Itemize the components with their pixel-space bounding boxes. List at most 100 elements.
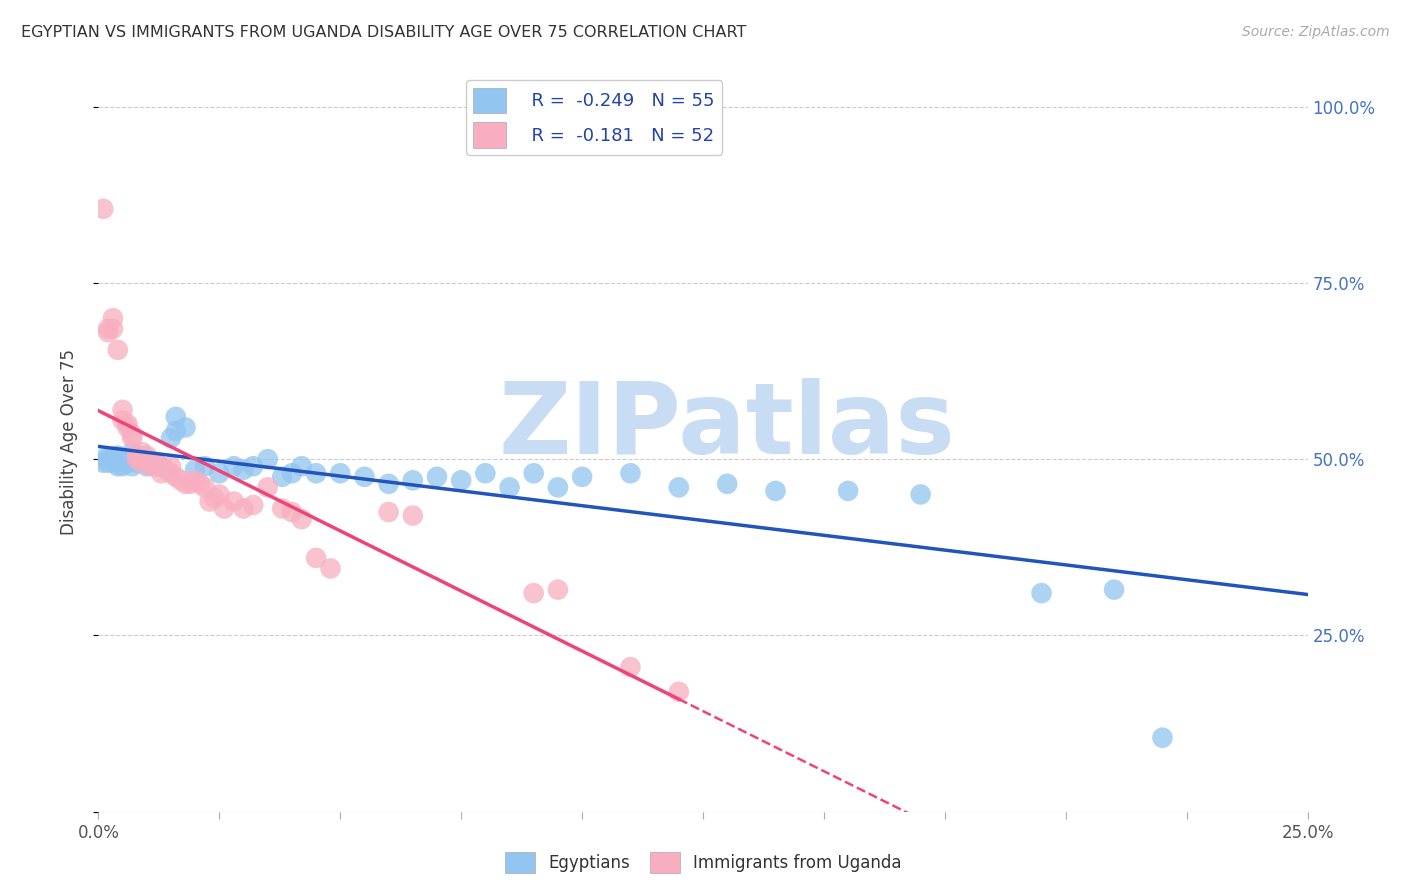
Point xyxy=(127,452,149,467)
Point xyxy=(101,322,124,336)
Point xyxy=(107,459,129,474)
Point xyxy=(160,431,183,445)
Point xyxy=(184,463,207,477)
Point xyxy=(353,470,375,484)
Point xyxy=(222,459,245,474)
Point xyxy=(271,470,294,484)
Point xyxy=(184,473,207,487)
Point xyxy=(127,456,149,470)
Point xyxy=(208,467,231,481)
Point xyxy=(117,420,139,434)
Point xyxy=(121,427,143,442)
Point xyxy=(716,476,738,491)
Point xyxy=(117,452,139,467)
Point xyxy=(174,420,197,434)
Point xyxy=(165,470,187,484)
Point xyxy=(141,456,163,470)
Point xyxy=(290,512,312,526)
Point xyxy=(402,508,425,523)
Point xyxy=(194,480,217,494)
Point xyxy=(232,501,254,516)
Point xyxy=(208,487,231,501)
Point xyxy=(117,417,139,431)
Point xyxy=(91,452,114,467)
Point xyxy=(212,501,235,516)
Point xyxy=(97,452,120,467)
Point xyxy=(1031,586,1053,600)
Point xyxy=(121,445,143,459)
Point xyxy=(111,413,134,427)
Point xyxy=(377,476,399,491)
Point xyxy=(150,459,173,474)
Text: Source: ZipAtlas.com: Source: ZipAtlas.com xyxy=(1241,25,1389,39)
Point xyxy=(256,452,278,467)
Point xyxy=(305,550,328,565)
Point xyxy=(256,480,278,494)
Point xyxy=(547,480,569,494)
Point xyxy=(305,467,328,481)
Point xyxy=(131,456,153,470)
Point xyxy=(160,467,183,481)
Point xyxy=(111,452,134,467)
Point xyxy=(765,483,787,498)
Point xyxy=(450,473,472,487)
Point xyxy=(426,470,449,484)
Point xyxy=(131,445,153,459)
Point xyxy=(165,424,187,438)
Point xyxy=(668,685,690,699)
Legend: Egyptians, Immigrants from Uganda: Egyptians, Immigrants from Uganda xyxy=(498,846,908,880)
Point xyxy=(97,456,120,470)
Point xyxy=(498,480,520,494)
Point xyxy=(145,456,167,470)
Point xyxy=(474,467,496,481)
Point xyxy=(402,473,425,487)
Point xyxy=(174,476,197,491)
Point xyxy=(131,456,153,470)
Point xyxy=(141,459,163,474)
Point xyxy=(198,494,221,508)
Point xyxy=(121,431,143,445)
Point xyxy=(910,487,932,501)
Point xyxy=(101,311,124,326)
Point xyxy=(169,473,191,487)
Point xyxy=(127,449,149,463)
Point xyxy=(91,456,114,470)
Point xyxy=(121,459,143,474)
Point xyxy=(155,463,177,477)
Point xyxy=(222,494,245,508)
Point xyxy=(165,409,187,424)
Text: ZIPatlas: ZIPatlas xyxy=(499,378,956,475)
Point xyxy=(111,459,134,474)
Point xyxy=(232,463,254,477)
Legend:   R =  -0.249   N = 55,   R =  -0.181   N = 52: R = -0.249 N = 55, R = -0.181 N = 52 xyxy=(467,80,723,155)
Point xyxy=(135,459,157,474)
Point xyxy=(101,456,124,470)
Point xyxy=(107,449,129,463)
Point xyxy=(97,322,120,336)
Point xyxy=(1102,582,1125,597)
Point xyxy=(204,491,226,505)
Point xyxy=(242,459,264,474)
Y-axis label: Disability Age Over 75: Disability Age Over 75 xyxy=(59,349,77,534)
Point xyxy=(145,459,167,474)
Point xyxy=(194,459,217,474)
Point xyxy=(135,449,157,463)
Point xyxy=(101,452,124,467)
Text: EGYPTIAN VS IMMIGRANTS FROM UGANDA DISABILITY AGE OVER 75 CORRELATION CHART: EGYPTIAN VS IMMIGRANTS FROM UGANDA DISAB… xyxy=(21,25,747,40)
Point xyxy=(179,476,201,491)
Point xyxy=(329,467,352,481)
Point xyxy=(271,501,294,516)
Point xyxy=(523,586,546,600)
Point xyxy=(97,325,120,339)
Point xyxy=(619,660,641,674)
Point xyxy=(188,476,211,491)
Point xyxy=(281,467,304,481)
Point xyxy=(547,582,569,597)
Point xyxy=(319,561,342,575)
Point xyxy=(117,456,139,470)
Point xyxy=(571,470,593,484)
Point xyxy=(619,467,641,481)
Point xyxy=(668,480,690,494)
Point xyxy=(150,467,173,481)
Point xyxy=(1152,731,1174,745)
